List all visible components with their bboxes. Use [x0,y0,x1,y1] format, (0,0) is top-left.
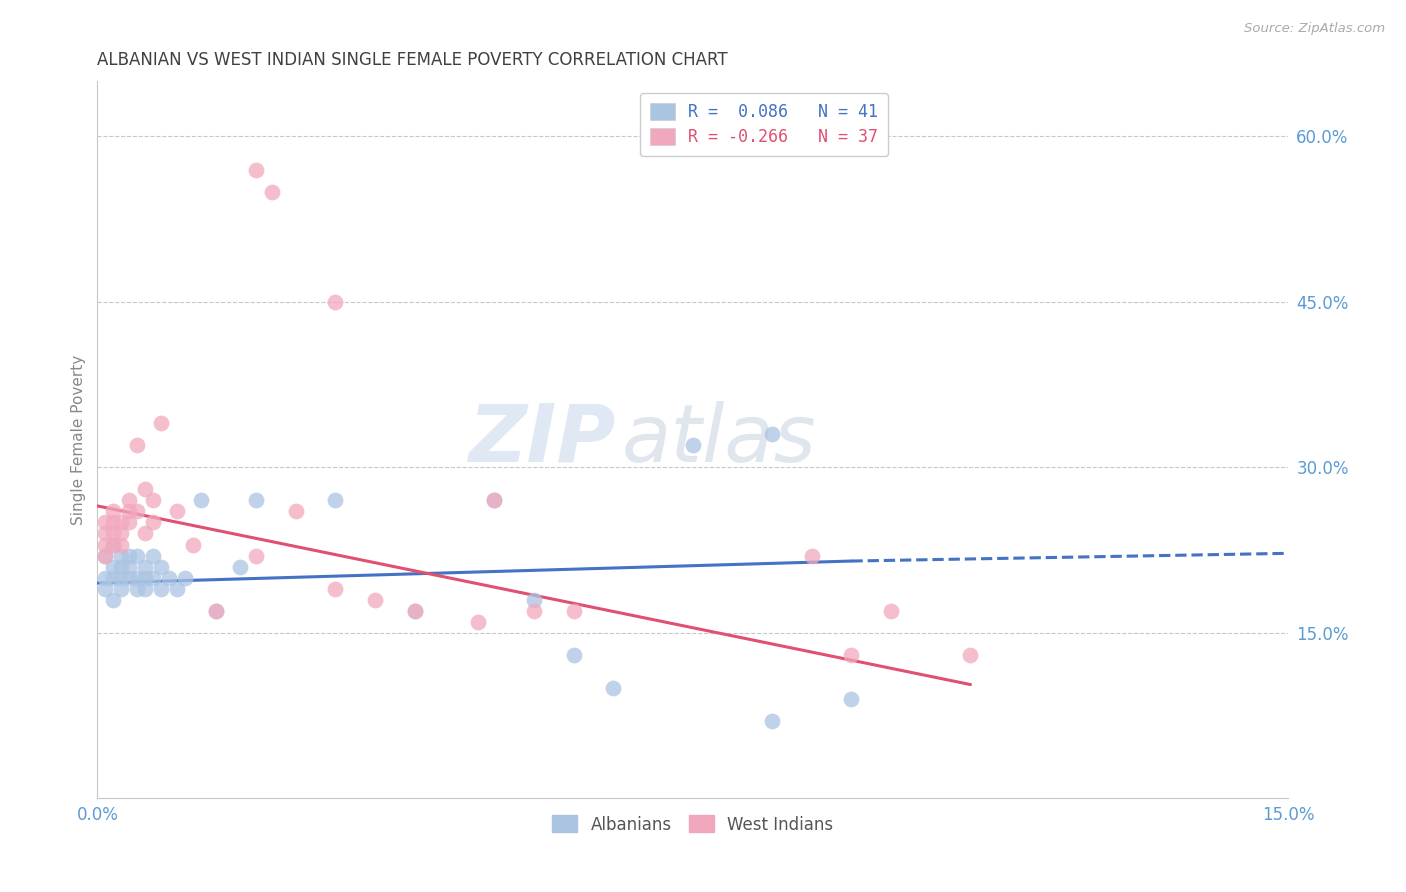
Legend: Albanians, West Indians: Albanians, West Indians [543,805,844,844]
Point [142,493,165,508]
Point [103,504,125,518]
Point [103,592,125,607]
Point [118,549,141,563]
Point [166,582,188,596]
Point [325,493,347,508]
Point [841,692,863,706]
Point [94,549,117,563]
Point [134,582,156,596]
Point [149,559,172,574]
Point [134,526,156,541]
Point [125,571,148,585]
Point [157,571,180,585]
Point [523,604,546,618]
Point [103,537,125,551]
Point [134,559,156,574]
Point [118,559,141,574]
Point [118,493,141,508]
Point [142,516,165,530]
Point [229,559,252,574]
Point [118,504,141,518]
Point [484,493,506,508]
Point [190,493,212,508]
Point [181,537,204,551]
Point [205,604,228,618]
Point [761,427,783,442]
Text: Source: ZipAtlas.com: Source: ZipAtlas.com [1244,22,1385,36]
Text: ZIP: ZIP [468,401,616,479]
Point [103,516,125,530]
Point [103,571,125,585]
Point [841,648,863,662]
Point [562,648,585,662]
Point [125,549,148,563]
Text: atlas: atlas [621,401,815,479]
Point [110,582,132,596]
Point [94,526,117,541]
Point [404,604,426,618]
Point [149,582,172,596]
Point [142,549,165,563]
Point [602,681,624,695]
Point [118,571,141,585]
Point [523,592,546,607]
Text: ALBANIAN VS WEST INDIAN SINGLE FEMALE POVERTY CORRELATION CHART: ALBANIAN VS WEST INDIAN SINGLE FEMALE PO… [97,51,728,69]
Point [110,516,132,530]
Point [467,615,489,629]
Point [94,549,117,563]
Point [103,537,125,551]
Point [245,549,267,563]
Point [284,504,307,518]
Point [562,604,585,618]
Point [149,416,172,430]
Point [260,185,283,199]
Point [959,648,981,662]
Point [125,504,148,518]
Point [125,438,148,452]
Point [94,571,117,585]
Point [142,571,165,585]
Y-axis label: Single Female Poverty: Single Female Poverty [72,355,86,524]
Point [245,493,267,508]
Point [134,571,156,585]
Point [682,438,704,452]
Point [110,537,132,551]
Point [125,582,148,596]
Point [94,516,117,530]
Point [800,549,823,563]
Point [166,504,188,518]
Point [325,294,347,309]
Point [173,571,195,585]
Point [484,493,506,508]
Point [110,571,132,585]
Point [325,582,347,596]
Point [110,559,132,574]
Point [110,526,132,541]
Point [118,516,141,530]
Point [103,559,125,574]
Point [94,537,117,551]
Point [880,604,903,618]
Point [134,483,156,497]
Point [245,162,267,177]
Point [364,592,387,607]
Point [103,526,125,541]
Point [94,582,117,596]
Point [404,604,426,618]
Point [110,549,132,563]
Point [205,604,228,618]
Point [761,714,783,728]
